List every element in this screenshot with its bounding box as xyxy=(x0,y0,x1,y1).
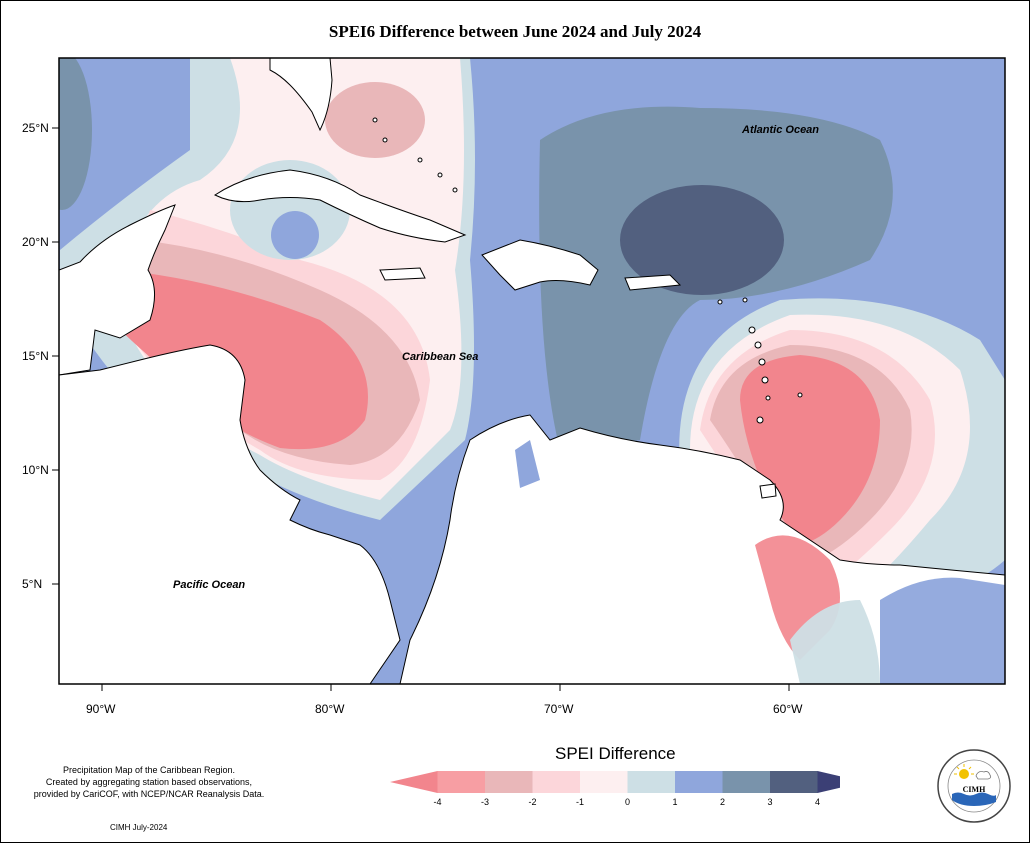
land-trinidad xyxy=(759,483,777,499)
legend-tick-1: -3 xyxy=(480,797,489,807)
color-legend xyxy=(390,771,840,793)
credit-line-3: provided by CariCOF, with NCEP/NCAR Rean… xyxy=(33,789,265,799)
lat-label-15n: 15°N xyxy=(22,349,49,363)
lon-label-70w: 70°W xyxy=(544,702,574,716)
legend-swatch-4 xyxy=(580,771,628,793)
legend-tick-5: 1 xyxy=(672,797,678,807)
land-central-america xyxy=(59,344,401,684)
field-guyana-neutral xyxy=(790,600,880,684)
lon-label-80w: 80°W xyxy=(315,702,345,716)
lon-label-90w: 90°W xyxy=(86,702,116,716)
sun-icon xyxy=(959,769,969,779)
legend-tick-3: -1 xyxy=(575,797,584,807)
legend-swatch-7 xyxy=(722,771,770,793)
field-nw xyxy=(59,58,92,210)
legend-tick-8: 4 xyxy=(814,797,820,807)
waves-icon xyxy=(952,792,996,806)
legend-tick-0: -4 xyxy=(433,797,442,807)
land-puerto-rico xyxy=(624,274,682,291)
axis-ticks xyxy=(52,127,790,691)
legend-swatch-8 xyxy=(770,771,818,793)
legend-tick-2: -2 xyxy=(528,797,537,807)
date-note: CIMH July-2024 xyxy=(110,823,168,832)
credit-text: Precipitation Map of the Caribbean Regio… xyxy=(14,764,284,800)
contour-field xyxy=(59,58,1005,684)
legend-swatch-3 xyxy=(532,771,580,793)
lesser-antilles xyxy=(372,117,803,424)
lat-label-10n: 10°N xyxy=(22,463,49,477)
landmasses xyxy=(59,58,1005,684)
cloud-icon xyxy=(975,771,992,780)
lat-label-20n: 20°N xyxy=(22,235,49,249)
lat-label-25n: 25°N xyxy=(22,121,49,135)
legend-swatch-2 xyxy=(485,771,533,793)
field-neg-3 xyxy=(110,270,368,450)
cimh-logo: CIMH xyxy=(937,749,1011,823)
field-atlantic-3 xyxy=(620,185,784,295)
logo-text: CIMH xyxy=(963,785,986,794)
map-frame xyxy=(58,57,1006,685)
lat-label-5n: 5°N xyxy=(22,577,43,591)
legend-title: SPEI Difference xyxy=(555,744,676,763)
label-atlantic-ocean: Atlantic Ocean xyxy=(742,124,820,136)
legend-bars xyxy=(390,771,840,793)
credit-line-2: Created by aggregating station based obs… xyxy=(45,777,253,787)
legend-swatch-9 xyxy=(817,771,840,793)
legend-swatch-1 xyxy=(437,771,485,793)
legend-swatch-6 xyxy=(675,771,723,793)
field-maracaibo xyxy=(515,440,540,488)
legend-tick-6: 2 xyxy=(719,797,725,807)
land-florida xyxy=(269,58,333,132)
field-cuba-blue xyxy=(271,211,319,259)
legend-tick-4: 0 xyxy=(624,797,630,807)
lon-label-60w: 60°W xyxy=(773,702,803,716)
legend-swatch-0 xyxy=(390,771,438,793)
land-yucatan xyxy=(59,204,176,376)
legend-tick-7: 3 xyxy=(767,797,773,807)
legend-swatch-5 xyxy=(627,771,675,793)
field-suriname-blue xyxy=(880,577,1005,684)
credit-line-1: Precipitation Map of the Caribbean Regio… xyxy=(62,765,236,775)
land-jamaica xyxy=(379,267,426,281)
label-caribbean-sea: Caribbean Sea xyxy=(402,351,479,363)
label-pacific-ocean: Pacific Ocean xyxy=(173,579,246,591)
land-cuba xyxy=(214,169,467,243)
land-hispaniola xyxy=(481,239,599,291)
figure-title: SPEI6 Difference between June 2024 and J… xyxy=(328,22,702,41)
